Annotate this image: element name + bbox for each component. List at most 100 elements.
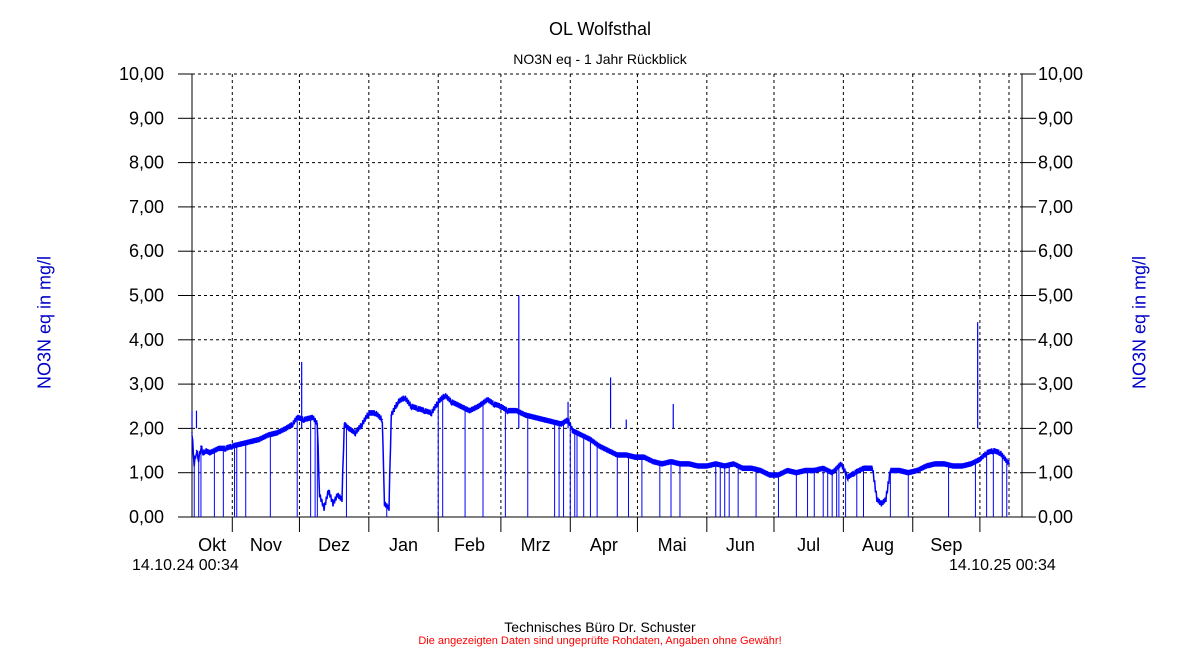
- data-point: [732, 463, 735, 465]
- data-point: [533, 416, 536, 419]
- data-point: [341, 498, 343, 501]
- y-tick-label-right: 7,00: [1038, 197, 1073, 217]
- data-point: [316, 423, 319, 425]
- x-tick-label: Jan: [389, 535, 418, 555]
- y-tick-label-left: 1,00: [129, 463, 164, 483]
- end-date-label: 14.10.25 00:34: [949, 557, 1056, 574]
- y-tick-label-left: 10,00: [119, 64, 164, 84]
- data-point: [209, 451, 211, 454]
- data-point: [1008, 463, 1010, 465]
- data-point: [750, 467, 753, 470]
- data-point: [777, 474, 780, 476]
- y-tick-label-left: 6,00: [129, 241, 164, 261]
- data-point: [916, 469, 919, 472]
- data-point: [500, 405, 502, 408]
- data-point: [361, 423, 363, 425]
- y-tick-label-right: 4,00: [1038, 330, 1073, 350]
- data-point: [643, 456, 645, 458]
- data-point: [459, 405, 462, 408]
- data-point: [323, 507, 325, 509]
- data-point: [240, 443, 243, 445]
- data-point: [679, 463, 681, 465]
- data-point: [195, 449, 198, 452]
- y-tick-label-right: 2,00: [1038, 418, 1073, 438]
- data-point: [970, 463, 972, 465]
- x-tick-label: Aug: [862, 535, 894, 555]
- data-point: [542, 418, 545, 421]
- data-point: [388, 507, 390, 509]
- data-point: [204, 449, 207, 452]
- x-tick-label: Jun: [726, 535, 755, 555]
- data-point: [397, 401, 399, 403]
- x-tick-label: Apr: [590, 535, 618, 555]
- y-tick-label-right: 8,00: [1038, 153, 1073, 173]
- data-point: [589, 438, 592, 441]
- data-point: [202, 451, 204, 454]
- data-point: [786, 469, 789, 472]
- y-tick-label-left: 5,00: [129, 286, 164, 306]
- y-tick-label-right: 10,00: [1038, 64, 1083, 84]
- data-point: [383, 502, 386, 505]
- data-point: [560, 423, 563, 425]
- data-point: [992, 449, 995, 452]
- data-point: [318, 494, 321, 496]
- data-point: [437, 401, 440, 403]
- y-tick-label-left: 0,00: [129, 507, 164, 527]
- data-point: [625, 454, 628, 456]
- data-point: [249, 440, 251, 443]
- data-point: [889, 469, 892, 472]
- data-point: [616, 454, 619, 456]
- data-point: [853, 471, 856, 474]
- data-point: [258, 438, 260, 441]
- data-point: [303, 418, 305, 421]
- x-tick-label: Mai: [658, 535, 687, 555]
- data-point: [291, 423, 294, 425]
- x-tick-label: Mrz: [521, 535, 551, 555]
- x-tick-label: Jul: [797, 535, 820, 555]
- data-point: [723, 465, 726, 467]
- data-point: [285, 427, 287, 430]
- data-point: [862, 467, 865, 470]
- data-point: [697, 465, 699, 467]
- chart-subtitle: NO3N eq - 1 Jahr Rückblick: [513, 51, 687, 67]
- data-point: [224, 447, 227, 450]
- data-point: [598, 445, 601, 447]
- data-point: [898, 469, 901, 472]
- chart-title: OL Wolfsthal: [548, 19, 652, 39]
- data-point: [580, 434, 583, 436]
- data-point: [267, 434, 269, 436]
- data-point: [634, 456, 636, 458]
- data-point: [876, 498, 878, 501]
- data-point: [999, 451, 1001, 454]
- data-point: [468, 409, 471, 412]
- data-point: [925, 465, 927, 467]
- x-tick-label: Nov: [250, 535, 282, 555]
- data-point: [354, 432, 357, 434]
- data-point: [493, 403, 495, 405]
- data-point: [231, 445, 234, 447]
- y-tick-label-right: 1,00: [1038, 463, 1073, 483]
- y-tick-label-left: 3,00: [129, 374, 164, 394]
- data-point: [430, 412, 433, 414]
- y-tick-label-right: 3,00: [1038, 374, 1073, 394]
- data-point: [952, 465, 954, 467]
- data-point: [410, 405, 413, 408]
- start-date-label: 14.10.24 00:34: [132, 557, 239, 574]
- data-point: [822, 467, 825, 470]
- y-tick-label-left: 9,00: [129, 108, 164, 128]
- data-point: [961, 465, 963, 467]
- disclaimer: Die angezeigten Daten sind ungeprüfte Ro…: [418, 635, 782, 647]
- data-point: [515, 409, 518, 412]
- data-point: [759, 469, 762, 472]
- data-point: [336, 494, 339, 496]
- data-point: [670, 460, 672, 463]
- data-point: [813, 469, 816, 472]
- data-point: [213, 449, 216, 452]
- data-point: [477, 405, 480, 408]
- x-tick-label: Dez: [318, 535, 350, 555]
- y-tick-label-right: 5,00: [1038, 286, 1073, 306]
- data-point: [390, 414, 393, 416]
- data-point: [296, 416, 299, 419]
- data-point: [197, 458, 200, 461]
